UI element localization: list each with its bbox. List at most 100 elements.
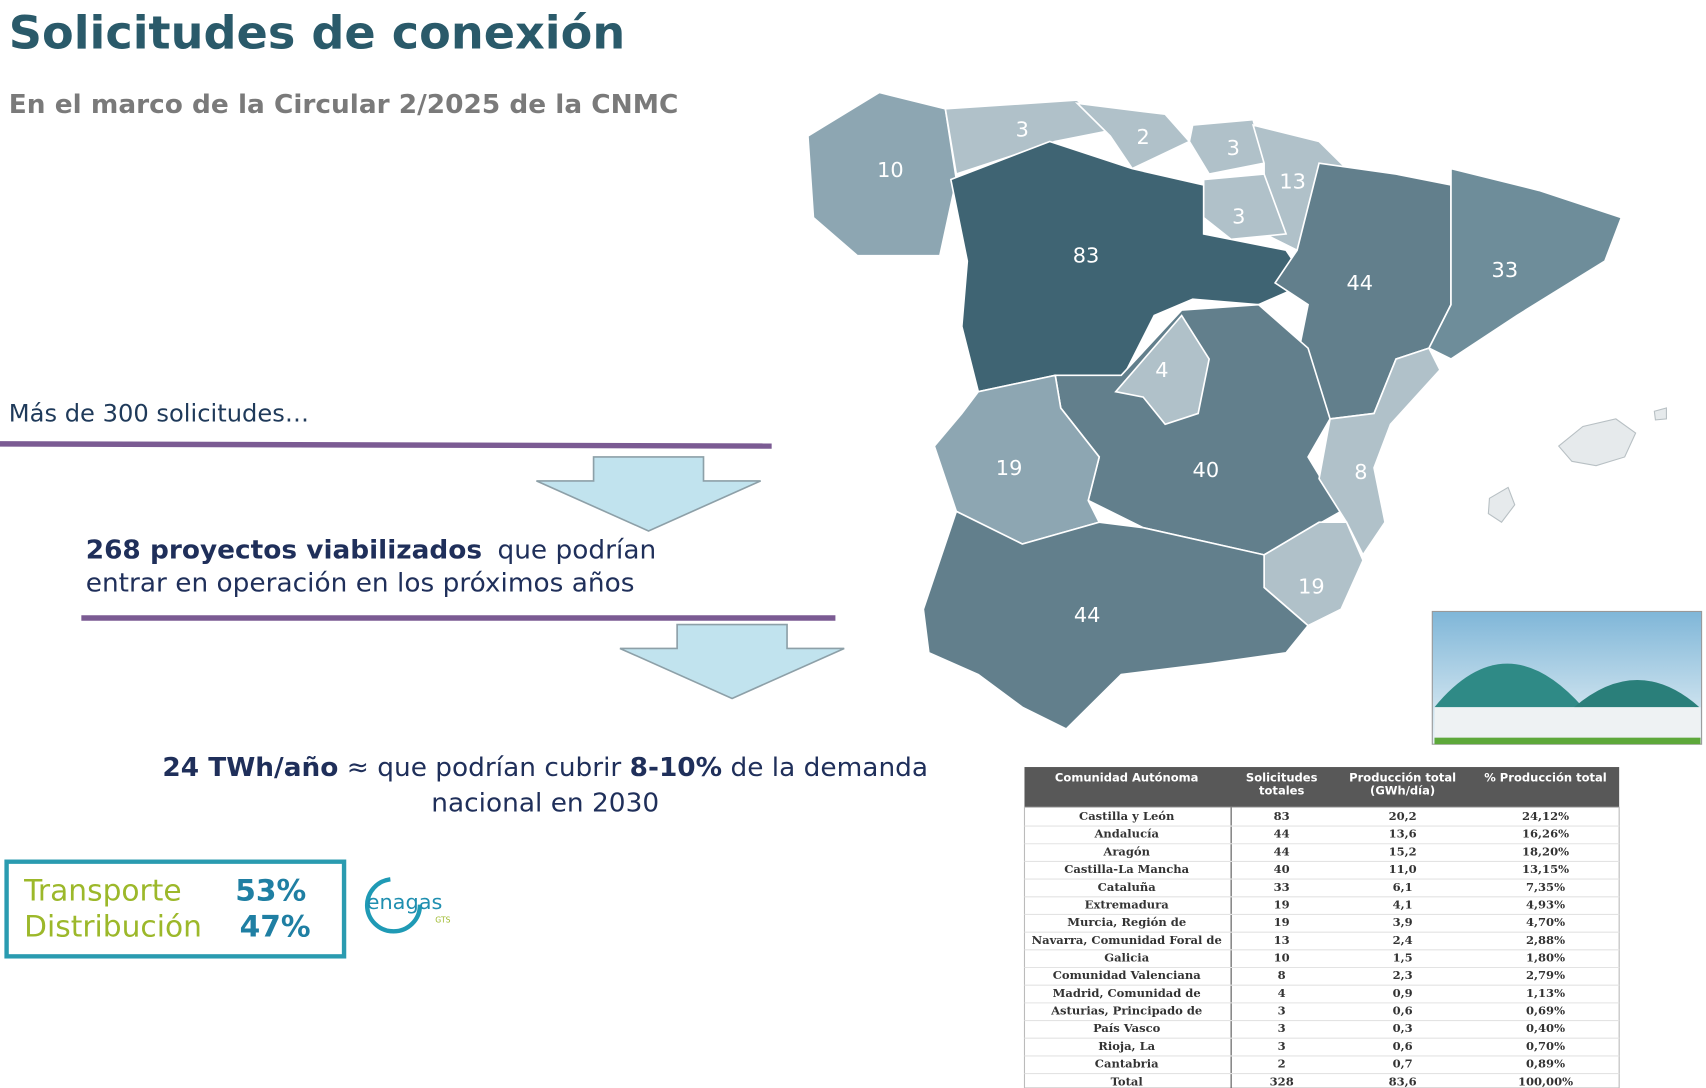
table-cell: 83,6	[1389, 1074, 1417, 1088]
table-cell: 7,35%	[1526, 880, 1565, 894]
table-cell: 13,6	[1389, 827, 1417, 841]
table-cell: 2	[1278, 1057, 1286, 1071]
region-label: 33	[1492, 258, 1519, 282]
table-cell: 24,12%	[1522, 809, 1569, 823]
region-label: 40	[1193, 458, 1220, 482]
region	[949, 140, 1310, 393]
table-cell: 1,13%	[1526, 986, 1565, 1000]
table-header-cell: Solicitudes	[1246, 770, 1318, 784]
table-cell: 328	[1270, 1074, 1294, 1088]
region-label: 19	[996, 456, 1023, 480]
bold-text: 268 proyectos viabilizados	[86, 535, 482, 565]
table-cell: 2,88%	[1526, 933, 1565, 947]
text: ≈ que podrían cubrir	[338, 753, 629, 783]
logo: enagas	[367, 890, 443, 914]
table-cell: Asturias, Principado de	[1050, 1004, 1202, 1018]
dome	[1434, 663, 1583, 708]
region-label: 2	[1137, 125, 1150, 149]
title: Solicitudes de conexión	[9, 6, 625, 60]
island	[1653, 407, 1667, 421]
table-cell: Aragón	[1102, 844, 1150, 858]
table-cell: 20,2	[1389, 809, 1417, 823]
text: de la demanda	[722, 753, 928, 783]
photo	[1431, 610, 1703, 745]
table-cell: 13,15%	[1522, 862, 1569, 876]
region	[1318, 347, 1441, 557]
table-cell: Madrid, Comunidad de	[1053, 986, 1201, 1000]
split-box	[4, 859, 347, 959]
table-cell: 3	[1278, 1021, 1286, 1035]
step2: 268 proyectos viabilizados que podrían	[86, 535, 656, 565]
table-cell: Andalucía	[1093, 827, 1159, 841]
table-cell: 2,79%	[1526, 968, 1565, 982]
table-cell: 2,4	[1393, 933, 1413, 947]
table-header-cell: (GWh/día)	[1370, 784, 1435, 798]
region	[1114, 314, 1211, 426]
region-label: 44	[1074, 603, 1101, 627]
table-cell: 2,3	[1393, 968, 1413, 982]
table-cell: 0,40%	[1526, 1021, 1565, 1035]
arrow	[619, 623, 845, 700]
region-label: 19	[1298, 575, 1325, 599]
region-label: 3	[1232, 205, 1245, 229]
table-cell: Comunidad Valenciana	[1053, 968, 1202, 982]
table-cell: 19	[1274, 915, 1290, 929]
divider	[0, 441, 772, 449]
table-cell: 0,89%	[1526, 1057, 1565, 1071]
bold-text: 8-10%	[630, 753, 722, 783]
table-cell: 44	[1274, 827, 1290, 841]
table-cell: 33	[1274, 880, 1290, 894]
region-label: 8	[1354, 460, 1367, 484]
step2-line2: entrar en operación en los próximos años	[86, 569, 635, 599]
table-cell: País Vasco	[1093, 1021, 1161, 1035]
grass	[1434, 737, 1701, 745]
table-header	[1024, 767, 1620, 808]
subtitle: En el marco de la Circular 2/2025 de la …	[9, 90, 679, 120]
band	[1434, 707, 1701, 738]
table-cell: 0,69%	[1526, 1004, 1565, 1018]
table-cell: Murcia, Región de	[1067, 915, 1186, 929]
region-label: 3	[1016, 118, 1029, 142]
table-cell: 13	[1274, 933, 1290, 947]
table-cell: Total	[1111, 1074, 1144, 1088]
table-cell: 18,20%	[1522, 844, 1569, 858]
region	[1427, 167, 1623, 360]
transport-label: Transporte	[23, 874, 181, 908]
transport-value: 53%	[235, 874, 306, 908]
table-header-cell: % Producción total	[1484, 770, 1607, 784]
table-cell: 83	[1274, 809, 1290, 823]
table-cell: 19	[1274, 898, 1290, 912]
table-cell: Navarra, Comunidad Foral de	[1032, 933, 1222, 947]
logo-sub: GTS	[435, 915, 450, 924]
table-cell: 16,26%	[1522, 827, 1569, 841]
table-cell: 4	[1278, 986, 1286, 1000]
region-label: 10	[877, 158, 904, 182]
table-cell: Rioja, La	[1098, 1039, 1155, 1053]
table-cell: Cantabria	[1095, 1057, 1159, 1071]
region-label: 13	[1279, 170, 1306, 194]
region-label: 3	[1227, 136, 1240, 160]
table-cell: Galicia	[1104, 951, 1150, 965]
dome	[1574, 680, 1700, 708]
table-cell: 10	[1274, 951, 1290, 965]
table-cell: 40	[1274, 862, 1290, 876]
table-cell: 1,80%	[1526, 951, 1565, 965]
region-label: 44	[1346, 271, 1373, 295]
table-header-cell: Comunidad Autónoma	[1055, 770, 1199, 784]
step3-line2: nacional en 2030	[431, 789, 659, 819]
region	[922, 510, 1310, 730]
table-cell: 0,70%	[1526, 1039, 1565, 1053]
region	[807, 91, 958, 257]
table-cell: 4,93%	[1526, 898, 1565, 912]
table-cell: 3	[1278, 1004, 1286, 1018]
table-cell: 3	[1278, 1039, 1286, 1053]
table-cell: 4,70%	[1526, 915, 1565, 929]
region	[1074, 102, 1191, 170]
table-cell: 0,7	[1393, 1057, 1413, 1071]
logo-ring	[364, 876, 423, 934]
region-label: 4	[1155, 358, 1168, 382]
region	[944, 99, 1112, 176]
